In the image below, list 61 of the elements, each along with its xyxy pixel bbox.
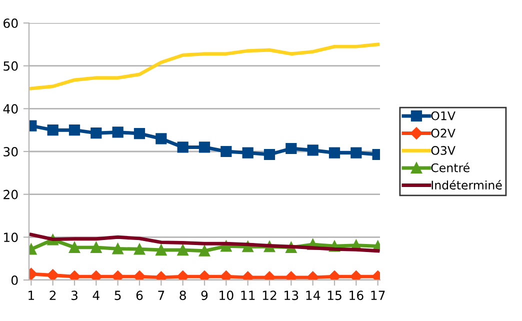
- x-tick-label: 2: [50, 290, 56, 300]
- point: [198, 142, 210, 153]
- point: [156, 244, 167, 256]
- x-tick-label: 3: [71, 290, 78, 300]
- x-tick-label: 5: [114, 290, 121, 300]
- x-tick-label: 10: [220, 290, 234, 300]
- legend-label: O1V: [431, 111, 456, 120]
- point: [198, 270, 211, 280]
- legend-label: O3V: [431, 146, 456, 155]
- y-tick-label: 50: [4, 61, 18, 71]
- point: [176, 270, 189, 280]
- point: [350, 147, 362, 158]
- point: [220, 146, 232, 158]
- y-tick-label: 0: [11, 275, 18, 285]
- x-tick-label: 8: [180, 290, 186, 300]
- point: [156, 133, 167, 144]
- point: [112, 243, 124, 254]
- x-tick-label: 11: [241, 290, 255, 300]
- point: [68, 270, 81, 280]
- point: [350, 270, 362, 280]
- point: [68, 242, 80, 254]
- x-tick-label: 15: [328, 290, 342, 300]
- x-tick-label: 16: [350, 290, 364, 300]
- point: [286, 142, 297, 154]
- point: [134, 244, 146, 255]
- y-tick-label: 40: [3, 104, 18, 114]
- x-tick-label: 4: [92, 290, 100, 300]
- x-tick-label: 1: [28, 290, 34, 300]
- point: [264, 148, 276, 160]
- point: [112, 126, 124, 138]
- x-tick-label: 7: [158, 290, 164, 300]
- x-tick-label: 17: [371, 290, 385, 300]
- point: [177, 142, 188, 153]
- point: [328, 147, 340, 158]
- legend-label: Indéterminé: [432, 180, 502, 190]
- point: [307, 144, 318, 156]
- x-tick-label: 12: [262, 290, 276, 300]
- y-tick-label: 10: [4, 232, 18, 242]
- point: [177, 244, 188, 256]
- y-tick-label: 20: [4, 190, 18, 200]
- point: [112, 270, 124, 280]
- point: [134, 128, 146, 140]
- point: [90, 270, 102, 280]
- x-tick-label: 14: [306, 290, 320, 300]
- point: [242, 147, 254, 158]
- legend-label: Centré: [431, 162, 470, 172]
- point: [46, 269, 59, 280]
- legend-label: O2V: [431, 128, 456, 138]
- point: [220, 270, 232, 280]
- x-tick-label: 6: [136, 290, 143, 300]
- point: [68, 124, 80, 136]
- y-tick-label: 30: [4, 146, 18, 156]
- y-tick-label: 60: [4, 18, 18, 28]
- point: [90, 242, 102, 254]
- point: [328, 270, 341, 280]
- x-tick-label: 9: [201, 290, 208, 300]
- point: [133, 270, 146, 280]
- point: [198, 245, 210, 256]
- point: [47, 124, 58, 136]
- point: [90, 128, 102, 139]
- x-tick-label: 13: [284, 290, 298, 300]
